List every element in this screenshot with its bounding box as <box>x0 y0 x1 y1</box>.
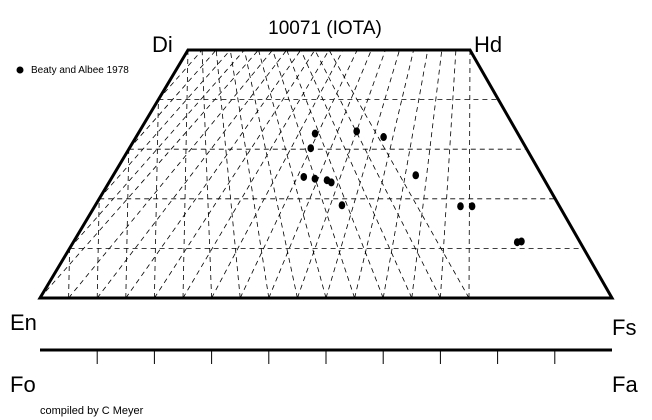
grid-line-diagonal <box>382 49 429 299</box>
grid-line-diagonal <box>98 49 231 200</box>
grid-line-diagonal <box>314 49 441 299</box>
olivine-label-fo: Fo <box>10 372 36 397</box>
grid-line-diagonal <box>258 49 327 299</box>
data-point <box>300 172 308 181</box>
grid-line-diagonal <box>297 49 386 299</box>
quadrilateral-outline <box>37 48 615 300</box>
data-point <box>311 174 319 183</box>
grid-line-diagonal <box>239 49 358 299</box>
corner-label-fs: Fs <box>612 315 636 340</box>
grid-line-diagonal <box>272 49 355 299</box>
corner-label-di: Di <box>152 32 173 57</box>
data-point <box>412 171 420 180</box>
grid-line-diagonal <box>182 49 330 299</box>
grid-line-diagonal <box>411 49 443 299</box>
grid-line-diagonal <box>158 49 203 100</box>
grid-line-diagonal <box>125 49 302 299</box>
grid-line-diagonal <box>69 49 245 249</box>
olivine-label-fa: Fa <box>612 372 638 397</box>
grid-line-diagonal <box>125 149 130 299</box>
grid-line-diagonal <box>154 99 159 299</box>
grid-line-diagonal <box>286 49 384 299</box>
data-point <box>457 202 464 211</box>
data-point <box>380 133 387 142</box>
grid-line-diagonal <box>229 49 270 299</box>
grid-line-diagonal <box>201 49 212 299</box>
plot-title: 10071 (IOTA) <box>268 18 382 39</box>
grid-line-diagonal <box>154 49 316 299</box>
legend-label: Beaty and Albee 1978 <box>31 65 129 76</box>
olivine-tick-marks <box>96 351 556 364</box>
grid-line-diagonal <box>96 49 288 299</box>
legend-marker <box>16 66 24 74</box>
dashed-grid <box>39 49 584 299</box>
grid-line-diagonal <box>96 198 100 299</box>
grid-line-diagonal <box>244 49 298 299</box>
data-point <box>328 178 335 187</box>
data-point <box>338 201 346 210</box>
data-point <box>307 144 315 153</box>
corner-label-hd: Hd <box>474 32 502 57</box>
grid-line-diagonal <box>328 49 470 299</box>
credit-text: compiled by C Meyer <box>40 405 144 417</box>
grid-line-diagonal <box>325 49 400 299</box>
grid-line-diagonal <box>68 248 70 299</box>
data-point <box>468 202 476 211</box>
corner-label-en: En <box>10 310 37 335</box>
grid-line-diagonal <box>468 49 471 299</box>
grid-line-diagonal <box>128 49 217 150</box>
data-point <box>518 237 525 246</box>
grid-line-diagonal <box>300 49 413 299</box>
grid-line-diagonal <box>440 49 457 299</box>
grid-line-diagonal <box>39 49 259 299</box>
grid-line-diagonal <box>68 49 273 299</box>
data-points <box>300 127 525 247</box>
grid-line-diagonal <box>215 49 241 299</box>
data-point <box>311 129 319 138</box>
data-point <box>353 127 360 136</box>
grid-line-diagonal <box>211 49 344 299</box>
grid-line-diagonal <box>354 49 414 299</box>
